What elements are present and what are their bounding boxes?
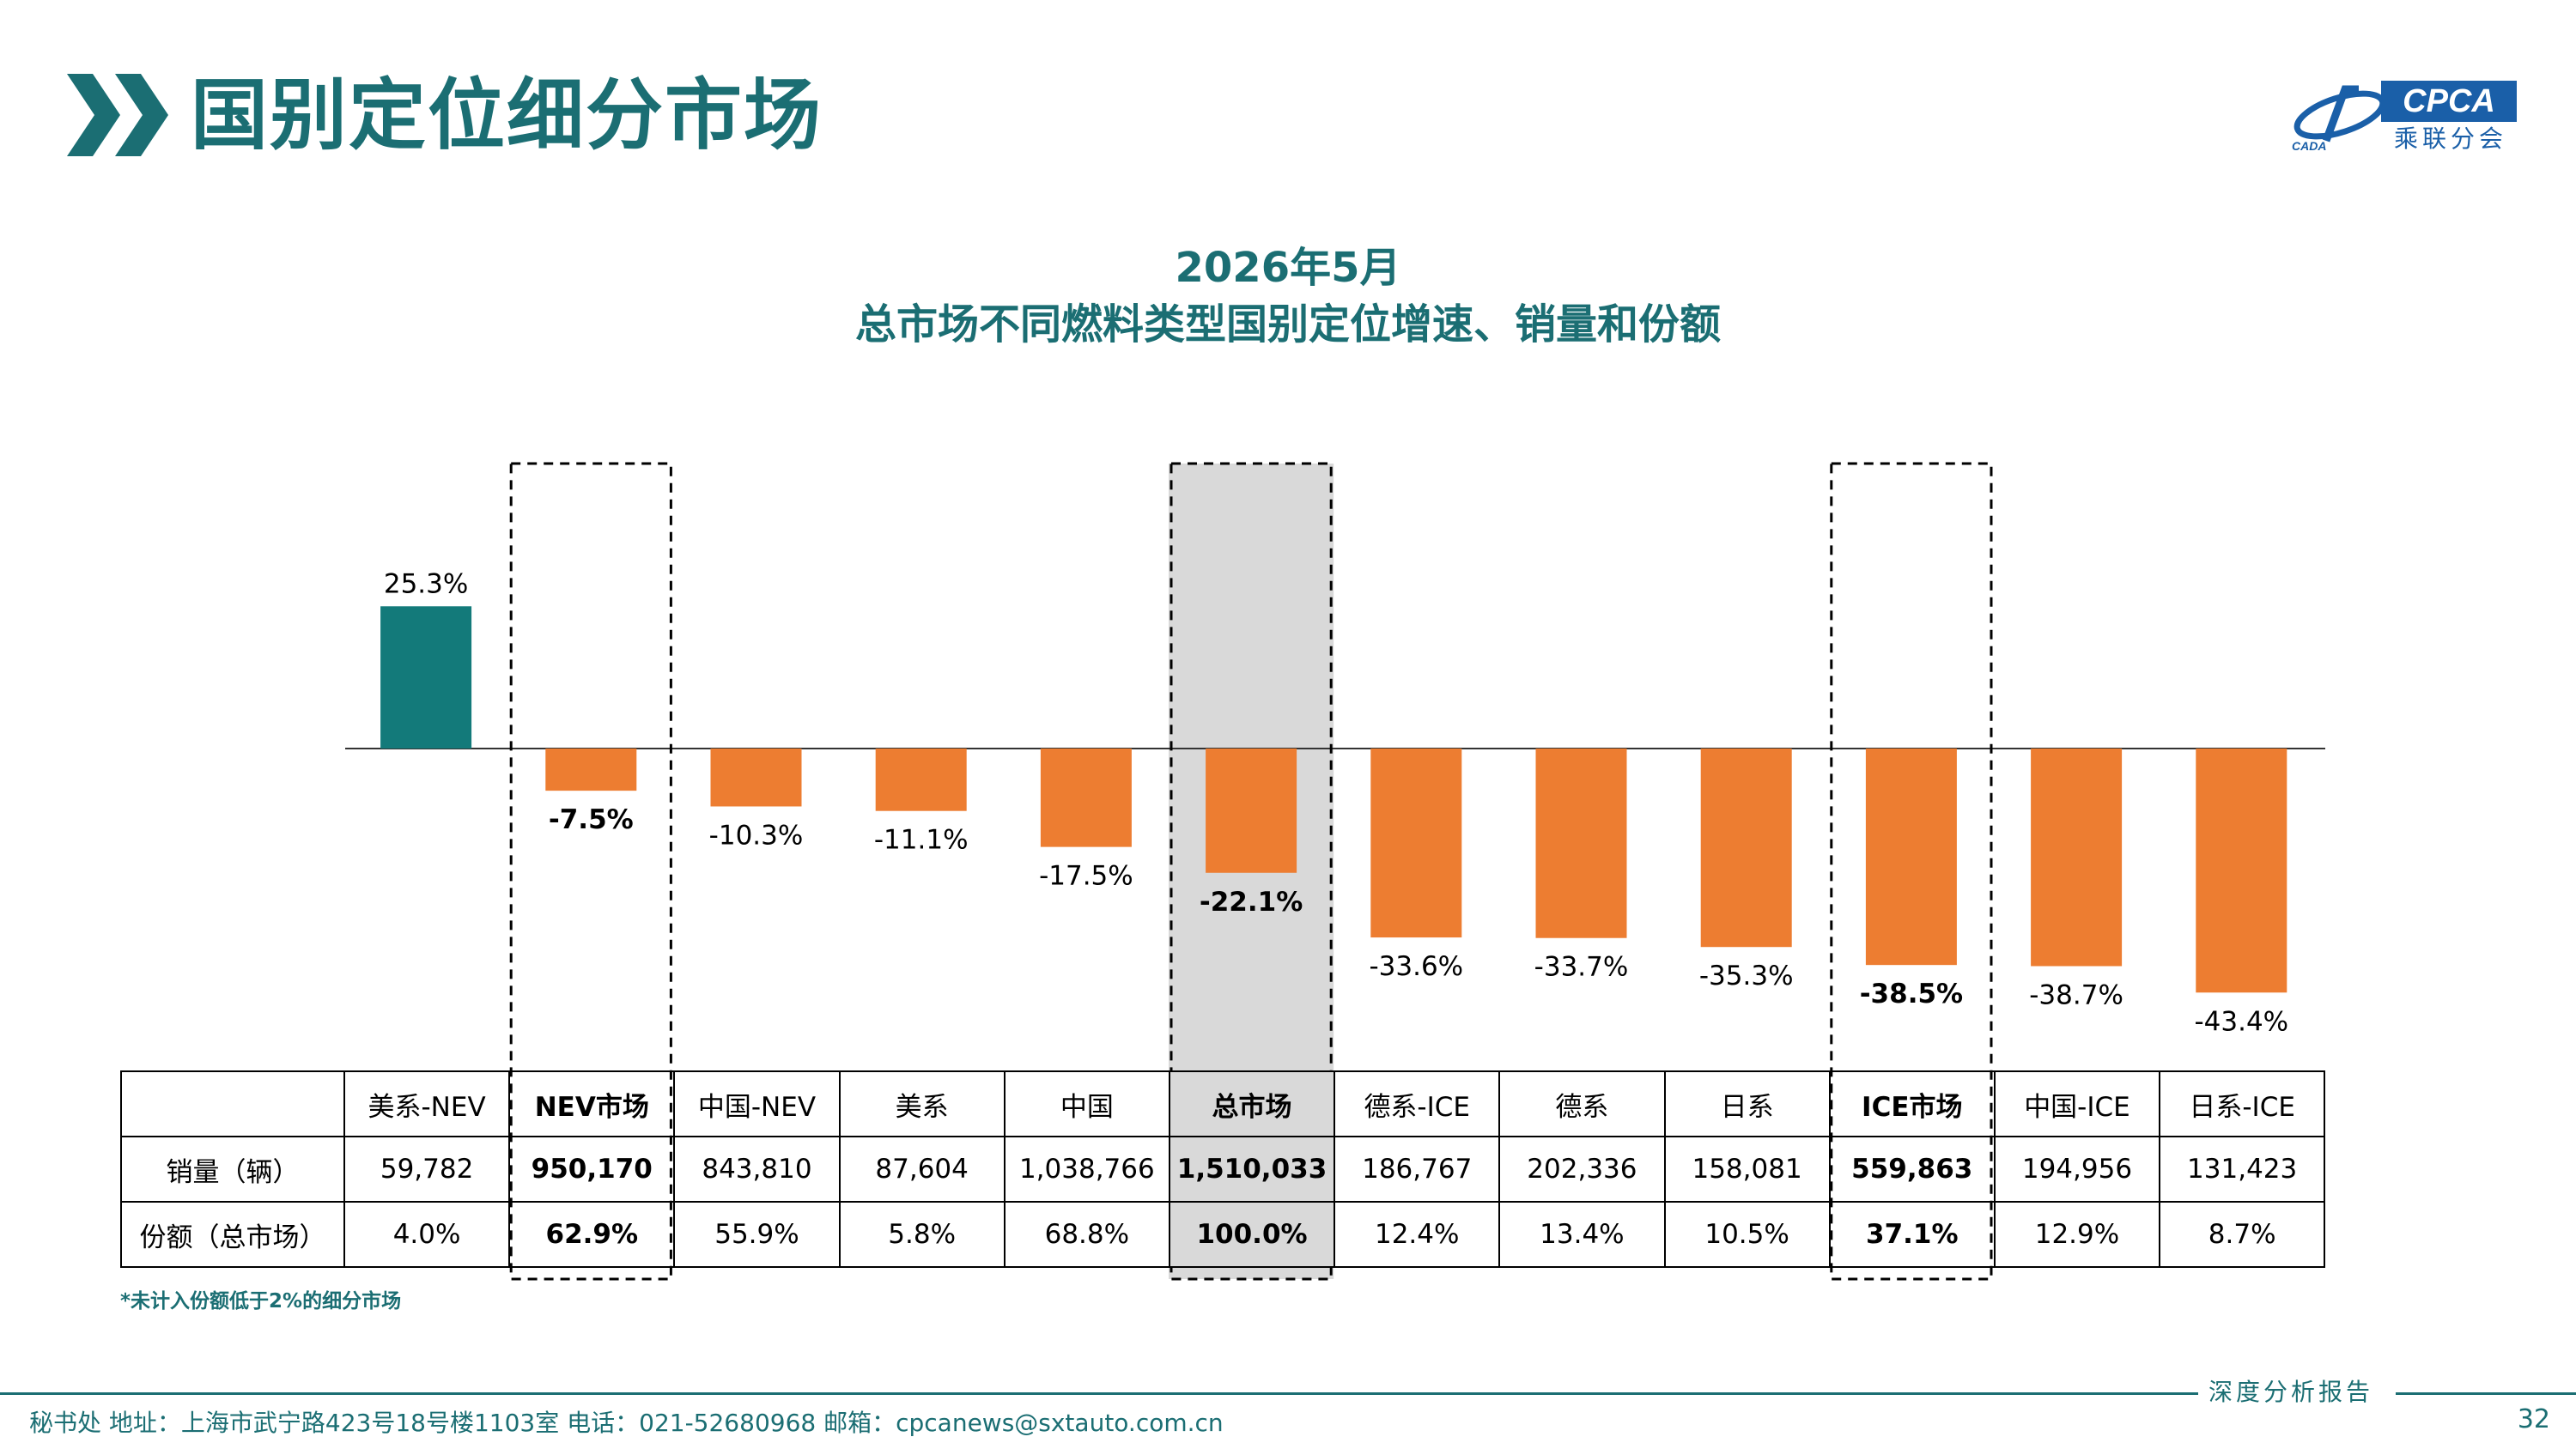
bar-7: [1370, 749, 1462, 938]
value-label-1: 25.3%: [384, 568, 468, 599]
bar-1: [380, 606, 472, 749]
table-cell: 37.1%: [1828, 1201, 1996, 1268]
value-label-8: -33.7%: [1534, 952, 1629, 983]
table-cell: 131,423: [2159, 1136, 2326, 1203]
sales-share-table: 美系-NEV NEV市场 中国-NEV 美系 中国 总市场 德系-ICE 德系 日系 ICE市场中…: [120, 1070, 2326, 1268]
table-cell: 4.0%: [343, 1201, 511, 1268]
bar-9: [1700, 749, 1792, 948]
table-header-row: 美系-NEV NEV市场 中国-NEV 美系 中国 总市场 德系-ICE 德系 日系 ICE市场中…: [120, 1070, 2326, 1137]
table-row: 份额（总市场） 4.0% 62.9% 55.9% 5.8% 68.8% 100.0% 12.4…: [120, 1201, 2326, 1268]
table-header-cell: 日系-ICE: [2159, 1070, 2326, 1137]
value-label-11: -38.7%: [2029, 979, 2123, 1010]
table-header-cell: 总市场: [1168, 1070, 1336, 1137]
value-label-12: -43.4%: [2194, 1006, 2288, 1037]
chart-title: 2026年5月: [1175, 244, 1401, 292]
table-cell: 13.4%: [1498, 1201, 1666, 1268]
table-header-cell: 美系-NEV: [343, 1070, 511, 1137]
table-cell: 202,336: [1498, 1136, 1666, 1203]
table-row-label: 份额（总市场）: [120, 1201, 345, 1268]
value-label-10: -38.5%: [1860, 979, 1963, 1009]
bar-4: [875, 749, 967, 811]
footer-divider: [0, 1392, 2198, 1395]
value-label-7: -33.6%: [1369, 951, 1463, 982]
value-label-2: -7.5%: [549, 804, 634, 835]
table-header-cell: 中国-ICE: [1993, 1070, 2161, 1137]
footer-report-label: 深度分析报告: [2208, 1378, 2374, 1406]
table-corner-cell: [120, 1070, 345, 1137]
chart-subtitle: 总市场不同燃料类型国别定位增速、销量和份额: [854, 300, 1721, 349]
table-cell: 10.5%: [1663, 1201, 1831, 1268]
table-cell: 12.9%: [1993, 1201, 2161, 1268]
value-label-4: -11.1%: [874, 825, 969, 856]
page-title: 国别定位细分市场: [191, 70, 823, 161]
logo-text: CPCA: [2381, 81, 2517, 122]
footer-contact-info: 秘书处 地址：上海市武宁路423号18号楼1103室 电话：021-526809…: [29, 1409, 1224, 1437]
value-label-6: -22.1%: [1200, 887, 1303, 918]
table-header-cell: 德系-ICE: [1334, 1070, 1501, 1137]
table-cell: 5.8%: [838, 1201, 1005, 1268]
table-cell: 186,767: [1334, 1136, 1501, 1203]
table-cell: 950,170: [508, 1136, 676, 1203]
table-cell: 559,863: [1828, 1136, 1996, 1203]
table-cell: 68.8%: [1003, 1201, 1170, 1268]
page-number: 32: [2517, 1404, 2550, 1434]
footnote: *未计入份额低于2%的细分市场: [120, 1290, 402, 1313]
bar-3: [710, 749, 802, 807]
table-cell: 100.0%: [1168, 1201, 1336, 1268]
bar-11: [2031, 749, 2123, 967]
table-row-label: 销量（辆）: [120, 1136, 345, 1203]
logo-sub-text: CADA: [2292, 139, 2327, 153]
value-label-3: -10.3%: [709, 820, 804, 851]
table-cell: 59,782: [343, 1136, 511, 1203]
table-cell: 1,510,033: [1168, 1136, 1336, 1203]
table-cell: 194,956: [1993, 1136, 2161, 1203]
bar-10: [1865, 749, 1957, 966]
bar-6: [1206, 749, 1297, 873]
table-header-cell: NEV市场: [508, 1070, 676, 1137]
title-chevron-icon: [67, 74, 168, 156]
table-header-cell: 美系: [838, 1070, 1005, 1137]
table-header-cell: 中国-NEV: [673, 1070, 841, 1137]
bar-5: [1040, 749, 1132, 847]
table-cell: 843,810: [673, 1136, 841, 1203]
bar-2: [545, 749, 637, 791]
table-header-cell: 日系: [1663, 1070, 1831, 1137]
table-header-cell: ICE市场: [1828, 1070, 1996, 1137]
value-label-5: -17.5%: [1039, 861, 1133, 892]
table-cell: 1,038,766: [1003, 1136, 1170, 1203]
table-cell: 8.7%: [2159, 1201, 2326, 1268]
bar-8: [1535, 749, 1627, 938]
value-label-9: -35.3%: [1699, 961, 1794, 991]
bar-12: [2196, 749, 2287, 993]
table-header-cell: 中国: [1003, 1070, 1170, 1137]
table-row: 销量（辆） 59,782 950,170 843,810 87,604 1,038,766…: [120, 1136, 2326, 1203]
table-cell: 87,604: [838, 1136, 1005, 1203]
table-cell: 12.4%: [1334, 1201, 1501, 1268]
table-cell: 55.9%: [673, 1201, 841, 1268]
cpca-logo: CPCA 乘联分会 CADA: [2280, 76, 2520, 161]
table-cell: 158,081: [1663, 1136, 1831, 1203]
table-cell: 62.9%: [508, 1201, 676, 1268]
footer-divider-right: [2396, 1392, 2576, 1395]
table-header-cell: 德系: [1498, 1070, 1666, 1137]
logo-chinese-text: 乘联分会: [2393, 124, 2507, 153]
